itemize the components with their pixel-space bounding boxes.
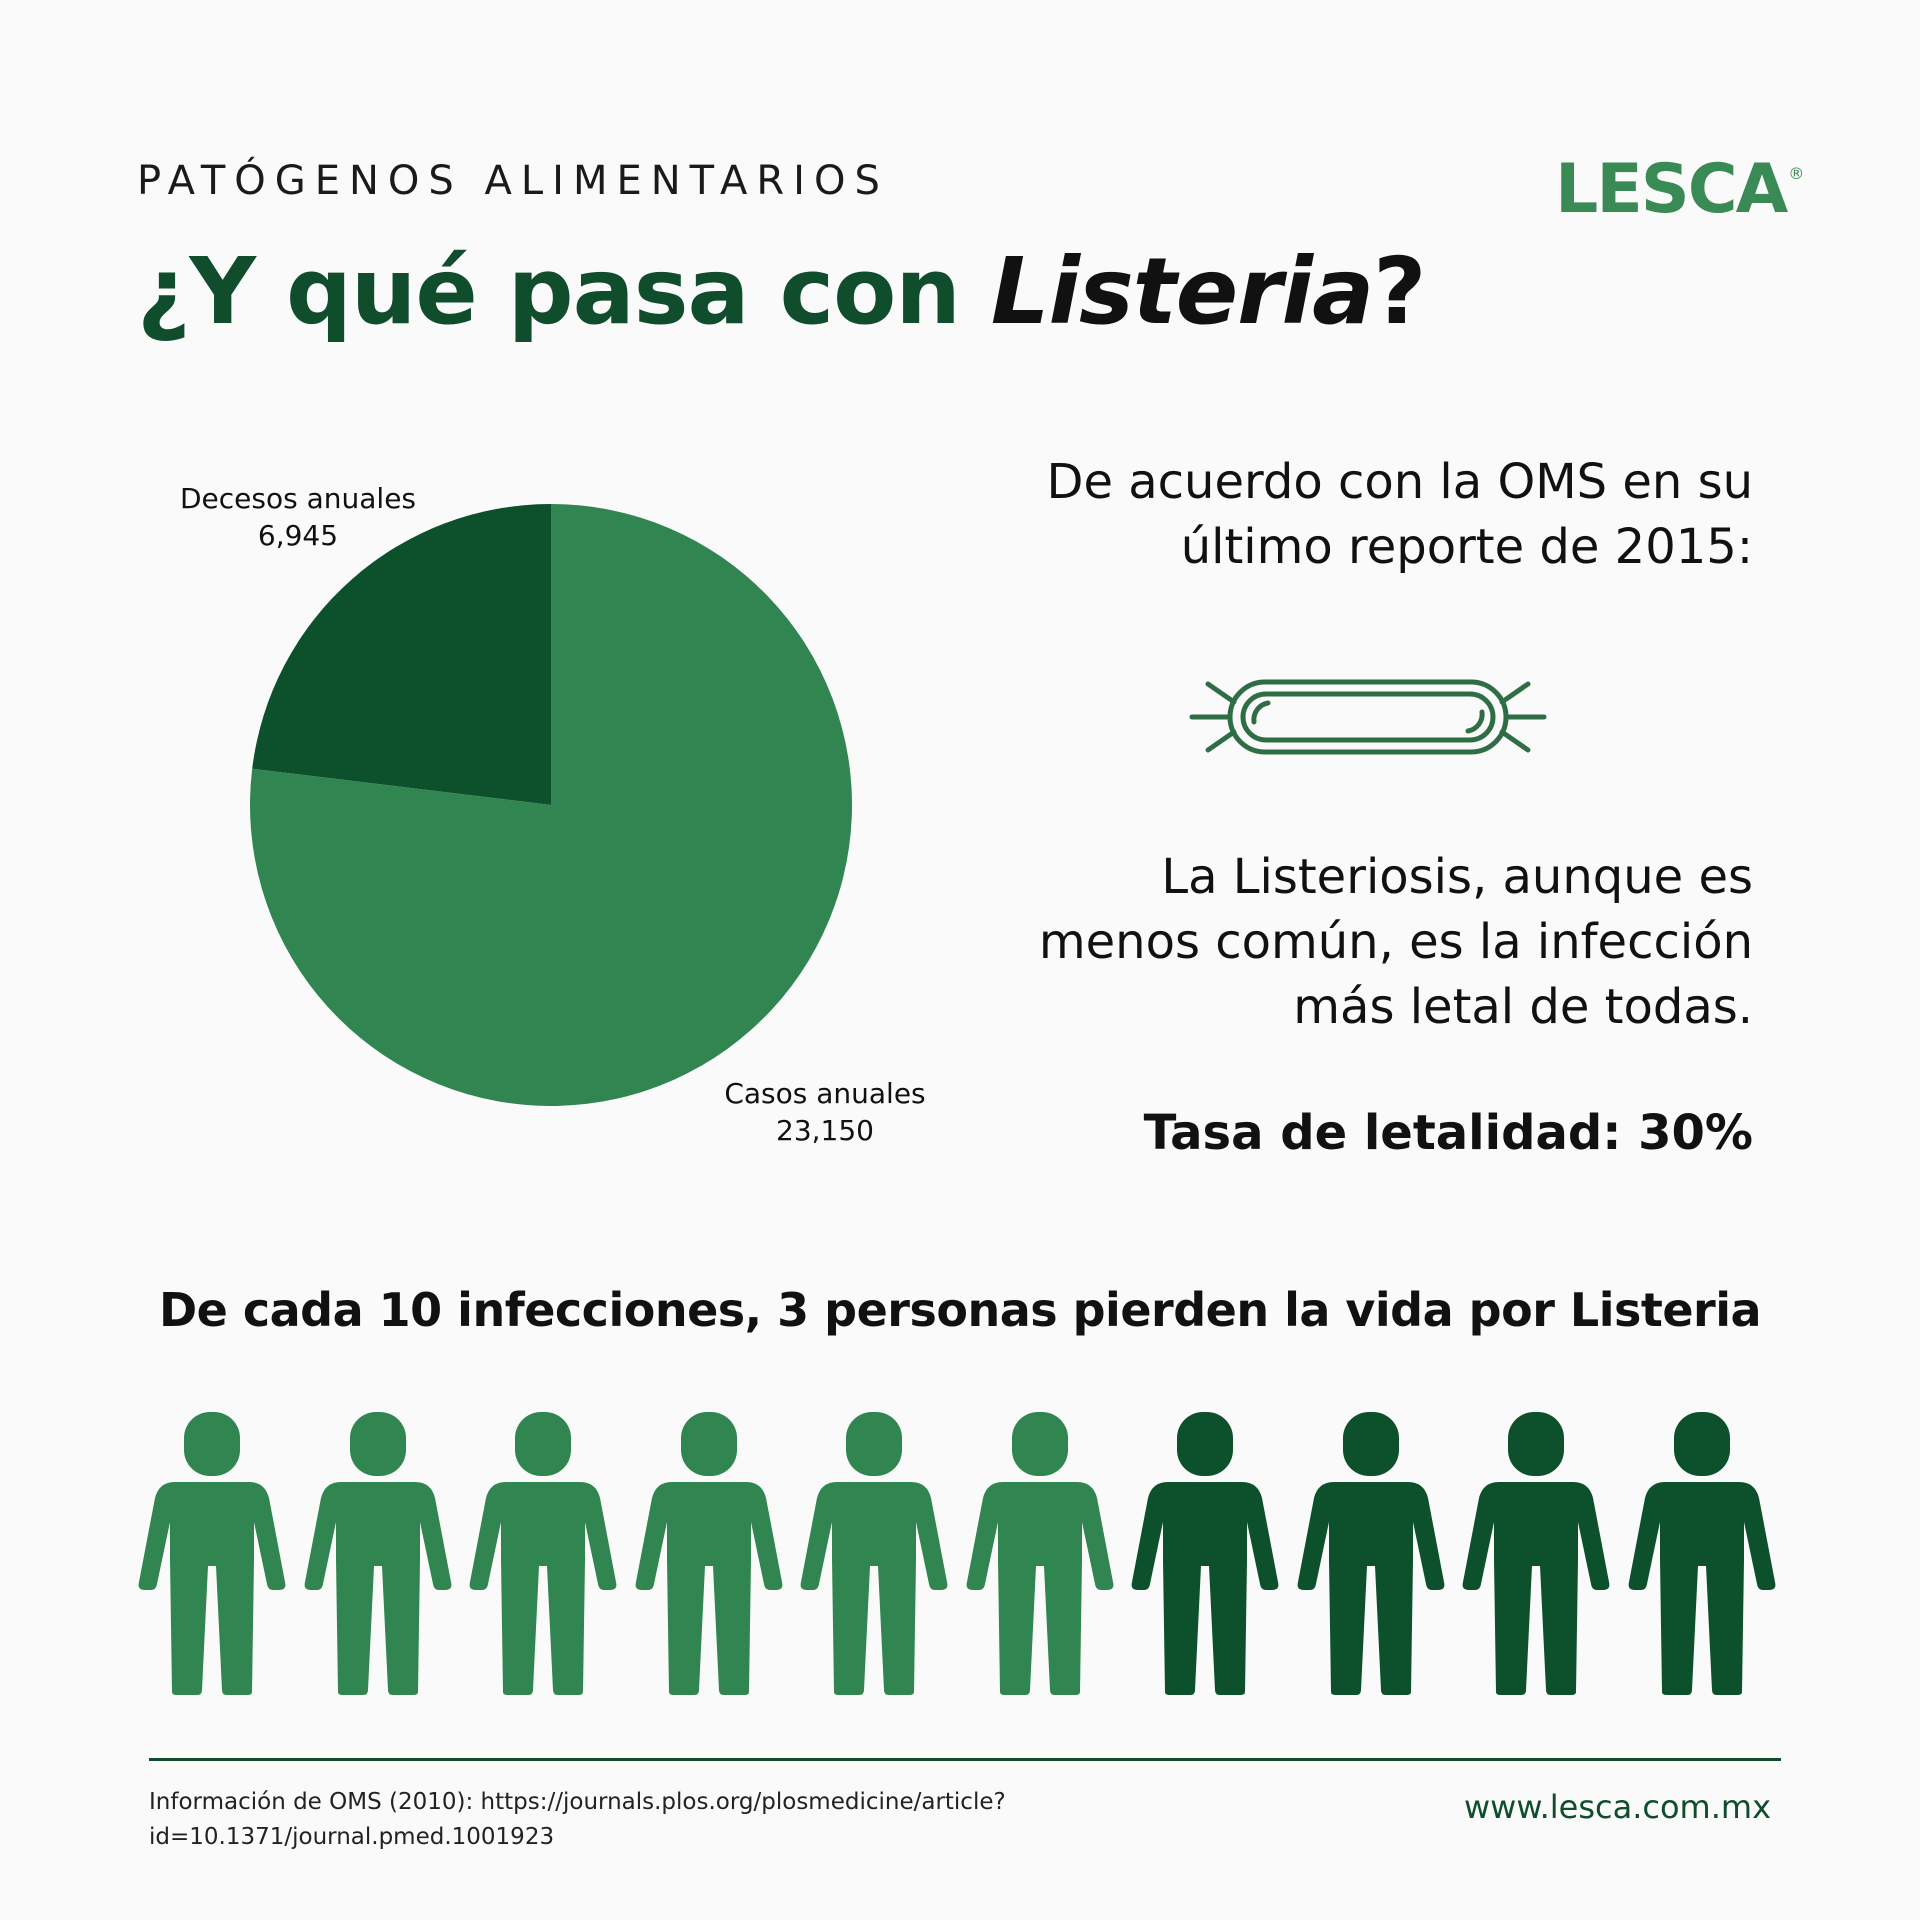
person-icon [1627,1410,1777,1695]
desc-line-3: más letal de todas. [1293,979,1753,1035]
person-icon [303,1410,453,1695]
pie-label-cases-name: Casos anuales [724,1077,926,1110]
pie-label-cases-value: 23,150 [776,1114,874,1147]
divider [149,1758,1781,1761]
page-title: ¿Y qué pasa con Listeria? [137,238,1427,345]
person-icon [1130,1410,1280,1695]
source-line-1: Información de OMS (2010): https://journ… [149,1789,1006,1815]
logo-text: LESCA [1555,150,1788,229]
source-line-2: id=10.1371/journal.pmed.1001923 [149,1824,555,1850]
person-icon [137,1410,287,1695]
person-icon [1296,1410,1446,1695]
pie-slice-deaths [252,504,551,805]
description-text: La Listeriosis, aunque es menos común, e… [1039,845,1753,1040]
intro-text: De acuerdo con la OMS en su último repor… [1047,450,1754,580]
intro-line-2: último reporte de 2015: [1180,519,1753,575]
pie-chart [249,504,852,1106]
title-part2: ? [1373,238,1426,345]
intro-line-1: De acuerdo con la OMS en su [1046,454,1754,510]
title-italic: Listeria [990,238,1374,345]
people-title: De cada 10 infecciones, 3 personas pierd… [158,1283,1762,1337]
desc-line-1: La Listeriosis, aunque es [1161,849,1753,905]
pie-label-deaths-value: 6,945 [257,519,339,552]
person-icon [634,1410,784,1695]
logo-registered-mark: ® [1788,164,1804,183]
person-icon [965,1410,1115,1695]
people-row [137,1410,1783,1700]
kicker: PATÓGENOS ALIMENTARIOS [137,158,889,204]
source-citation: Información de OMS (2010): https://journ… [149,1785,1006,1855]
title-part1: ¿Y qué pasa con [137,238,991,345]
pie-label-deaths-name: Decesos anuales [179,482,417,515]
logo: LESCA ® [1555,150,1804,229]
person-icon [799,1410,949,1695]
bacteria-icon [1189,679,1547,755]
pie-slice-cases [249,504,852,1106]
person-icon [1461,1410,1611,1695]
pie-label-deaths: Decesos anuales 6,945 [150,480,446,554]
website-link[interactable]: www.lesca.com.mx [1464,1788,1771,1826]
fatality-rate: Tasa de letalidad: 30% [1143,1105,1753,1161]
desc-line-2: menos común, es la infección [1038,914,1753,970]
person-icon [468,1410,618,1695]
pie-label-cases: Casos anuales 23,150 [695,1075,955,1149]
